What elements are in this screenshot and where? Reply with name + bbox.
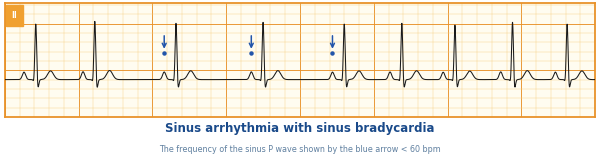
Text: Sinus arrhythmia with sinus bradycardia: Sinus arrhythmia with sinus bradycardia [165,122,435,135]
Text: The frequency of the sinus P wave shown by the blue arrow < 60 bpm: The frequency of the sinus P wave shown … [159,145,441,154]
Text: II: II [11,11,17,20]
FancyBboxPatch shape [6,5,23,26]
